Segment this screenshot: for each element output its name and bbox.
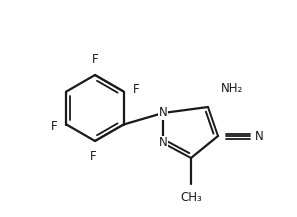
Text: F: F [132,83,139,96]
Text: F: F [90,150,96,163]
Text: CH₃: CH₃ [180,191,202,204]
Text: F: F [51,120,57,133]
Text: N: N [159,136,168,150]
Text: NH₂: NH₂ [221,82,243,95]
Text: F: F [92,53,98,66]
Text: N: N [255,130,264,143]
Text: N: N [159,107,168,120]
